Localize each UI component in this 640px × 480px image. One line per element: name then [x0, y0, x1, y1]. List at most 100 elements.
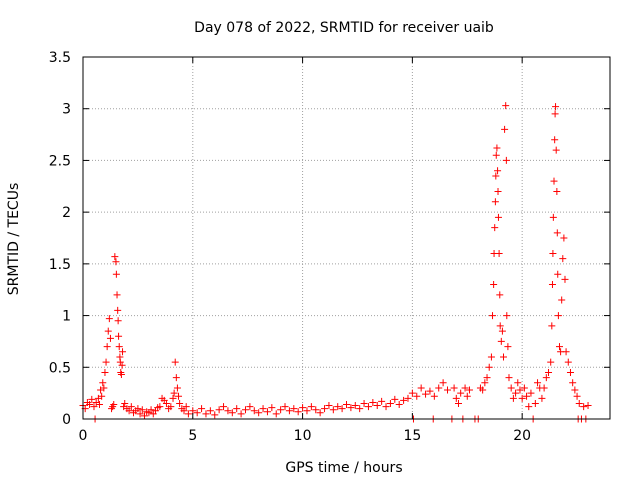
data-point — [503, 312, 511, 320]
data-point — [259, 405, 267, 413]
data-point — [111, 253, 119, 261]
data-point — [169, 394, 177, 402]
data-point — [117, 371, 125, 379]
data-point — [378, 397, 386, 405]
data-point — [504, 343, 512, 351]
data-point — [224, 407, 232, 415]
data-point — [364, 403, 372, 411]
y-axis-label: SRMTID / TECUs — [6, 183, 22, 296]
data-point — [516, 386, 524, 394]
data-point — [104, 327, 112, 335]
data-point — [241, 406, 249, 414]
data-point — [542, 374, 550, 382]
data-point — [491, 224, 499, 232]
data-point — [550, 177, 558, 185]
data-point — [465, 386, 473, 394]
data-point — [113, 291, 121, 299]
data-point — [134, 405, 142, 413]
chart-title: Day 078 of 2022, SRMTID for receiver uai… — [194, 20, 494, 36]
data-point — [454, 399, 462, 407]
data-point — [237, 410, 245, 418]
data-point — [413, 392, 421, 400]
data-point — [182, 403, 190, 411]
data-point — [514, 379, 522, 387]
data-point — [549, 213, 557, 221]
data-point — [215, 406, 223, 414]
data-point — [560, 234, 568, 242]
data-point — [184, 410, 192, 418]
data-point — [198, 405, 206, 413]
data-point — [321, 405, 329, 413]
data-point — [509, 394, 517, 402]
data-point — [518, 394, 526, 402]
data-point — [294, 408, 302, 416]
data-point — [498, 327, 506, 335]
data-point — [500, 353, 508, 361]
data-point — [417, 384, 425, 392]
data-point — [497, 337, 505, 345]
data-point — [162, 399, 170, 407]
data-point — [492, 172, 500, 180]
data-point — [211, 411, 219, 419]
data-point — [206, 407, 214, 415]
data-point — [90, 403, 98, 411]
data-point — [561, 275, 569, 283]
data-point — [98, 392, 106, 400]
data-point — [285, 407, 293, 415]
data-point — [502, 156, 510, 164]
data-point — [485, 363, 493, 371]
data-point — [551, 136, 559, 144]
data-point — [552, 146, 560, 154]
data-point — [272, 410, 280, 418]
data-point — [507, 384, 515, 392]
data-point — [554, 312, 562, 320]
data-point — [426, 387, 434, 395]
data-point — [554, 270, 562, 278]
data-point — [115, 343, 123, 351]
data-point — [167, 403, 175, 411]
data-point — [494, 213, 502, 221]
data-point — [228, 409, 236, 417]
data-point — [545, 368, 553, 376]
axis-ticks — [82, 56, 610, 420]
data-point — [548, 322, 556, 330]
data-point — [527, 389, 535, 397]
data-point — [523, 392, 531, 400]
data-point — [439, 379, 447, 387]
data-point — [558, 296, 566, 304]
data-point — [463, 392, 471, 400]
data-point — [481, 379, 489, 387]
data-point — [334, 403, 342, 411]
data-point — [552, 103, 560, 111]
data-point — [505, 374, 513, 382]
data-point — [325, 402, 333, 410]
data-point — [343, 401, 350, 409]
data-point — [489, 312, 497, 320]
data-point — [329, 406, 337, 414]
data-point — [268, 404, 276, 412]
data-point — [395, 401, 403, 409]
data-point — [386, 399, 394, 407]
data-point — [534, 379, 542, 387]
data-point — [547, 358, 555, 366]
data-point — [559, 255, 567, 263]
data-point — [114, 317, 122, 325]
data-point — [290, 405, 298, 413]
data-point — [540, 384, 548, 392]
data-point — [430, 392, 438, 400]
data-point — [351, 402, 359, 410]
data-point — [553, 187, 561, 195]
data-point — [156, 403, 164, 411]
data-point — [281, 403, 289, 411]
data-point — [88, 395, 96, 403]
y-tick-label: 3.5 — [49, 50, 71, 66]
y-tick-label: 0 — [62, 412, 71, 428]
data-point — [202, 410, 210, 418]
data-point — [479, 386, 487, 394]
data-point — [580, 403, 588, 411]
data-point — [569, 379, 577, 387]
data-point — [220, 403, 228, 411]
data-point — [520, 384, 528, 392]
y-tick-label: 1 — [62, 309, 71, 325]
data-point — [356, 405, 364, 413]
